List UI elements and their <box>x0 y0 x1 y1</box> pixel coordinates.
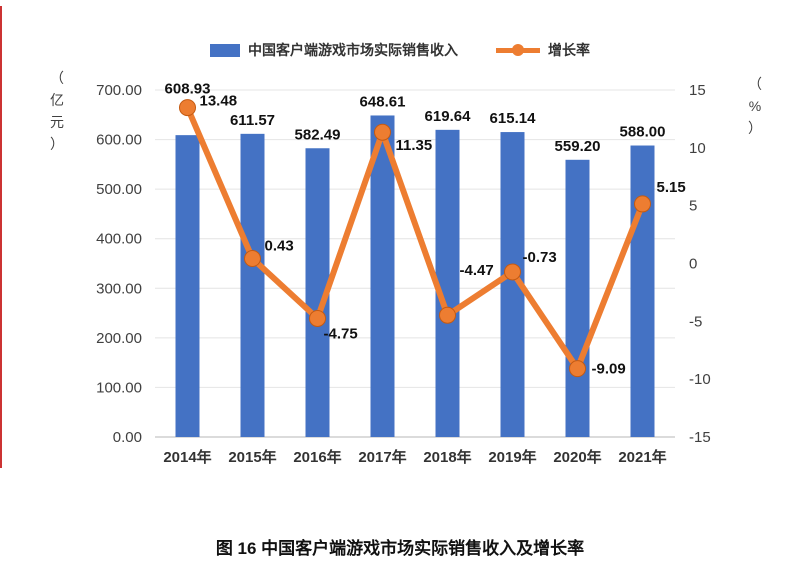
gridlines <box>155 89 675 388</box>
svg-text:2019年: 2019年 <box>488 448 536 466</box>
svg-text:（: （ <box>50 70 64 86</box>
svg-text:648.61: 648.61 <box>360 93 406 110</box>
svg-text:-9.09: -9.09 <box>592 361 626 378</box>
svg-text:700.00: 700.00 <box>96 82 142 99</box>
legend-label-growth: 增长率 <box>548 42 590 58</box>
svg-text:300.00: 300.00 <box>96 280 142 297</box>
svg-text:0.43: 0.43 <box>265 238 294 255</box>
line-swatch-marker-icon <box>512 44 524 56</box>
svg-text:500.00: 500.00 <box>96 181 142 198</box>
svg-text:-10: -10 <box>689 371 711 388</box>
svg-text:亿: 亿 <box>50 92 64 108</box>
legend-item-growth: 增长率 <box>496 40 590 60</box>
svg-text:2018年: 2018年 <box>423 448 471 466</box>
svg-text:619.64: 619.64 <box>425 108 472 125</box>
line-series <box>179 99 651 378</box>
bar-series-swatch <box>210 43 240 57</box>
svg-text:-0.73: -0.73 <box>523 249 557 266</box>
svg-text:（: （ <box>748 76 762 92</box>
svg-text:600.00: 600.00 <box>96 132 142 149</box>
chart-canvas: 700.00600.00500.00400.00300.00200.00100.… <box>50 70 762 466</box>
svg-text:5: 5 <box>689 198 697 215</box>
svg-text:2021年: 2021年 <box>618 448 666 466</box>
svg-text:400.00: 400.00 <box>96 231 142 248</box>
svg-text:13.48: 13.48 <box>200 93 238 110</box>
svg-text:%: % <box>749 98 761 114</box>
svg-text:-4.47: -4.47 <box>460 262 494 279</box>
svg-text:582.49: 582.49 <box>295 126 341 143</box>
svg-text:0: 0 <box>689 256 697 273</box>
svg-text:）: ） <box>50 136 64 152</box>
figure-caption: 图 16 中国客户端游戏市场实际销售收入及增长率 <box>215 539 585 558</box>
svg-text:元: 元 <box>50 114 64 130</box>
svg-text:2017年: 2017年 <box>358 448 406 466</box>
svg-text:615.14: 615.14 <box>490 110 537 127</box>
svg-text:15: 15 <box>689 82 706 99</box>
bar-series <box>175 115 655 438</box>
svg-text:11.35: 11.35 <box>396 137 433 154</box>
data-labels: 608.93 611.57 582.49 648.61 619.64 615.14 559.… <box>165 81 686 378</box>
line-series-swatch <box>496 43 540 57</box>
chart-legend: 中国客户端游戏市场实际销售收入 增长率 <box>0 40 800 60</box>
svg-text:-4.75: -4.75 <box>324 325 358 342</box>
legend-label-revenue: 中国客户端游戏市场实际销售收入 <box>248 42 458 58</box>
svg-text:608.93: 608.93 <box>165 81 211 98</box>
svg-text:5.15: 5.15 <box>657 179 686 196</box>
svg-text:2014年: 2014年 <box>163 448 211 466</box>
page-edge-line <box>0 6 2 468</box>
svg-text:559.20: 559.20 <box>555 138 601 155</box>
svg-text:200.00: 200.00 <box>96 330 142 347</box>
axes: 700.00600.00500.00400.00300.00200.00100.… <box>50 70 762 466</box>
svg-text:588.00: 588.00 <box>620 124 666 141</box>
svg-text:611.57: 611.57 <box>230 112 275 129</box>
svg-text:0.00: 0.00 <box>113 429 142 446</box>
svg-text:2016年: 2016年 <box>293 448 341 466</box>
svg-text:-15: -15 <box>689 429 711 446</box>
svg-text:）: ） <box>748 120 762 136</box>
svg-text:2020年: 2020年 <box>553 448 601 466</box>
svg-text:100.00: 100.00 <box>96 379 142 396</box>
legend-item-revenue: 中国客户端游戏市场实际销售收入 <box>210 40 458 60</box>
svg-text:2015年: 2015年 <box>228 448 276 466</box>
svg-text:10: 10 <box>689 140 706 157</box>
svg-text:-5: -5 <box>689 313 702 330</box>
